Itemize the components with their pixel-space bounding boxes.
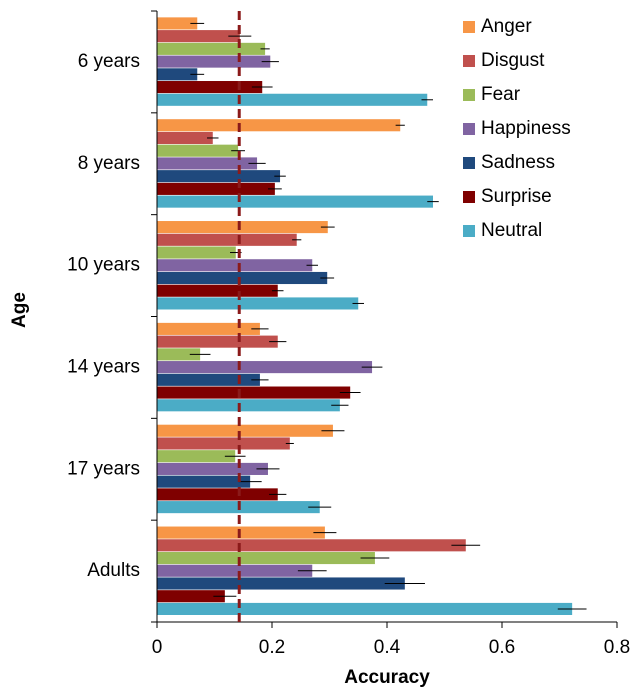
legend-label: Disgust [481, 50, 545, 71]
bar [157, 119, 401, 132]
bar [157, 284, 278, 297]
legend-label: Fear [481, 84, 521, 105]
legend-label: Anger [481, 16, 532, 37]
bar [157, 539, 466, 552]
bar [157, 602, 573, 615]
bar [157, 157, 258, 170]
legend-swatch [463, 123, 475, 135]
legend-label: Happiness [481, 118, 571, 139]
bar [157, 450, 236, 463]
bar [157, 68, 198, 81]
bar [157, 17, 198, 30]
bar [157, 259, 313, 272]
x-tick-label: 0.6 [489, 637, 515, 658]
legend-label: Surprise [481, 186, 552, 207]
bar [157, 399, 340, 412]
bar [157, 271, 328, 285]
bar [157, 144, 239, 157]
x-tick-label: 0.8 [604, 637, 630, 658]
bar [157, 526, 325, 539]
bar [157, 551, 375, 565]
bar [157, 462, 268, 475]
bar [157, 246, 236, 259]
legend-swatch [463, 157, 475, 169]
bar [157, 488, 278, 501]
y-tick-label: 17 years [67, 458, 140, 479]
y-tick-label: 8 years [78, 153, 140, 174]
bar [157, 373, 260, 386]
bar [157, 335, 278, 348]
x-axis-title: Accuracy [344, 667, 430, 688]
x-tick-label: 0.2 [259, 637, 285, 658]
bar [157, 424, 333, 437]
bar [157, 386, 351, 399]
bar [157, 30, 240, 43]
bar [157, 195, 433, 208]
bar [157, 93, 428, 106]
bar [157, 564, 313, 577]
legend-label: Neutral [481, 220, 542, 241]
legend-swatch [463, 89, 475, 101]
bar [157, 55, 271, 68]
x-tick-label: 0 [152, 637, 163, 658]
y-tick-label: 14 years [67, 356, 140, 377]
bar [157, 437, 290, 450]
bar [157, 590, 225, 603]
bar [157, 131, 213, 145]
bar [157, 297, 359, 310]
bar [157, 182, 275, 195]
bar [157, 577, 405, 590]
legend-swatch [463, 55, 475, 67]
bar [157, 170, 281, 183]
legend-swatch [463, 21, 475, 33]
x-tick-label: 0.4 [374, 637, 401, 658]
bar [157, 81, 263, 94]
bar [157, 475, 251, 488]
y-tick-label: 6 years [78, 51, 140, 72]
bar [157, 322, 260, 335]
legend-label: Sadness [481, 152, 555, 173]
y-tick-label: 10 years [67, 255, 140, 276]
legend-swatch [463, 191, 475, 203]
bar [157, 221, 328, 234]
bar [157, 42, 266, 55]
bar [157, 361, 373, 374]
y-axis-title: Age [9, 292, 30, 328]
legend-swatch [463, 225, 475, 237]
y-tick-label: Adults [87, 560, 140, 581]
bar [157, 233, 297, 246]
bar [157, 348, 201, 361]
